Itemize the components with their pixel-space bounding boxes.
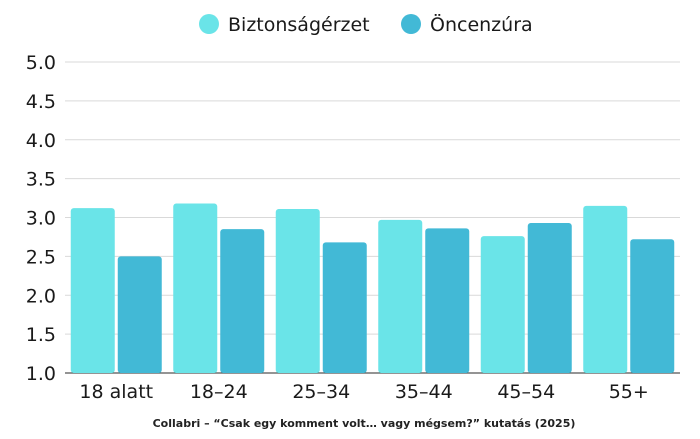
y-axis-ticks: 1.0 1.5 2.0 2.5 3.0 3.5 4.0 4.5 5.0 xyxy=(26,52,56,385)
y-tick-label: 3.0 xyxy=(26,208,56,230)
gridlines xyxy=(65,61,680,374)
bar-biztonsagerzet-1 xyxy=(173,203,218,373)
y-tick-label: 4.5 xyxy=(26,91,56,113)
legend: Biztonságérzet Öncenzúra xyxy=(199,13,533,36)
x-axis-labels: 18 alatt 18–24 25–34 35–44 45–54 55+ xyxy=(79,381,648,403)
bar-biztonsagerzet-5 xyxy=(583,205,628,373)
y-tick-label: 1.0 xyxy=(26,363,56,385)
bar-biztonsagerzet-4 xyxy=(480,236,525,373)
bar-oncenzura-1 xyxy=(220,229,265,373)
bar-biztonsagerzet-3 xyxy=(378,219,423,373)
x-category-label: 18 alatt xyxy=(79,381,153,403)
bars xyxy=(70,203,675,373)
legend-label-biztonsagerzet: Biztonságérzet xyxy=(228,14,370,36)
legend-swatch-oncenzura xyxy=(401,14,421,34)
x-category-label: 25–34 xyxy=(292,381,350,403)
x-category-label: 35–44 xyxy=(395,381,453,403)
x-category-label: 18–24 xyxy=(190,381,248,403)
bar-oncenzura-3 xyxy=(425,228,470,373)
bar-biztonsagerzet-2 xyxy=(275,208,320,373)
y-tick-label: 2.0 xyxy=(26,285,56,307)
x-category-label: 55+ xyxy=(609,381,649,403)
y-tick-label: 1.5 xyxy=(26,324,56,346)
bar-oncenzura-0 xyxy=(117,256,162,373)
legend-swatch-biztonsagerzet xyxy=(199,14,219,34)
bar-oncenzura-5 xyxy=(630,239,675,373)
y-tick-label: 4.0 xyxy=(26,130,56,152)
bar-oncenzura-4 xyxy=(527,222,572,373)
bar-oncenzura-2 xyxy=(322,242,367,373)
bar-biztonsagerzet-0 xyxy=(70,208,115,373)
y-tick-label: 2.5 xyxy=(26,246,56,268)
x-category-label: 45–54 xyxy=(497,381,555,403)
legend-label-oncenzura: Öncenzúra xyxy=(430,13,533,36)
source-note: Collabri – “Csak egy komment volt… vagy … xyxy=(153,417,576,430)
y-tick-label: 5.0 xyxy=(26,52,56,74)
y-tick-label: 3.5 xyxy=(26,169,56,191)
